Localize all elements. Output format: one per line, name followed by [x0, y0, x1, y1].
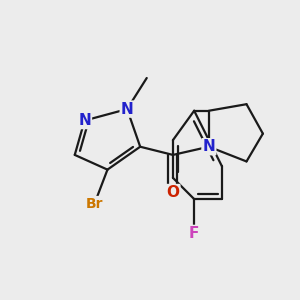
- Text: N: N: [78, 113, 91, 128]
- Text: O: O: [167, 185, 179, 200]
- Text: F: F: [189, 226, 200, 241]
- Text: N: N: [202, 139, 215, 154]
- Text: Br: Br: [85, 197, 103, 211]
- Text: N: N: [121, 102, 134, 117]
